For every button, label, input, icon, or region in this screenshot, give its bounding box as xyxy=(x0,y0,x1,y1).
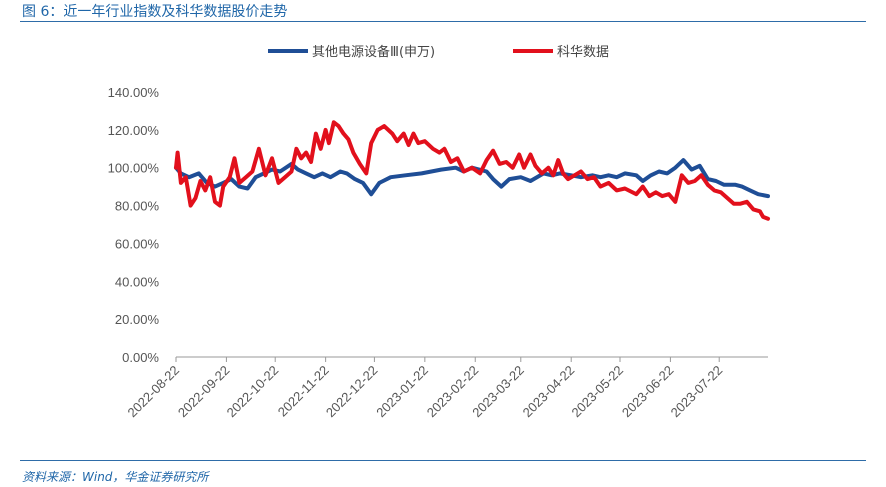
y-tick-label: 100.00% xyxy=(108,161,160,176)
y-tick-label: 80.00% xyxy=(115,199,160,214)
x-tick-label: 2022-09-22 xyxy=(175,363,233,421)
x-axis: 2022-08-222022-09-222022-10-222022-11-22… xyxy=(124,356,768,421)
x-tick-label: 2023-06-22 xyxy=(619,363,677,421)
x-tick-label: 2023-05-22 xyxy=(568,363,626,421)
x-tick-label: 2023-01-22 xyxy=(373,363,431,421)
y-axis: 0.00% 20.00% 40.00% 60.00% 80.00% 100.00% 120.… xyxy=(108,85,160,365)
x-tick-label: 2022-08-22 xyxy=(124,363,182,421)
x-tick-label: 2022-10-22 xyxy=(224,363,282,421)
legend-label-2: 科华数据 xyxy=(557,45,609,60)
x-tick-label: 2022-12-22 xyxy=(323,363,381,421)
series-line-1 xyxy=(174,158,770,199)
chart-title: 图 6：近一年行业指数及科华数据股价走势 xyxy=(22,4,288,20)
header-divider xyxy=(20,21,866,22)
y-tick-label: 120.00% xyxy=(108,123,160,138)
series-layer xyxy=(174,120,770,221)
series-line-2 xyxy=(174,120,770,221)
source-note: 资料来源：Wind，华金证券研究所 xyxy=(22,470,209,484)
y-tick-label: 60.00% xyxy=(115,236,160,251)
y-tick-label: 20.00% xyxy=(115,312,160,327)
x-tick-label: 2023-04-22 xyxy=(520,363,578,421)
y-tick-label: 0.00% xyxy=(122,350,159,365)
legend: 其他电源设备Ⅲ(申万) 科华数据 xyxy=(268,44,609,60)
y-tick-label: 40.00% xyxy=(115,274,160,289)
footer-divider xyxy=(20,460,866,461)
legend-label-1: 其他电源设备Ⅲ(申万) xyxy=(312,44,435,60)
x-tick-label: 2023-07-22 xyxy=(668,363,726,421)
y-tick-label: 140.00% xyxy=(108,85,160,100)
